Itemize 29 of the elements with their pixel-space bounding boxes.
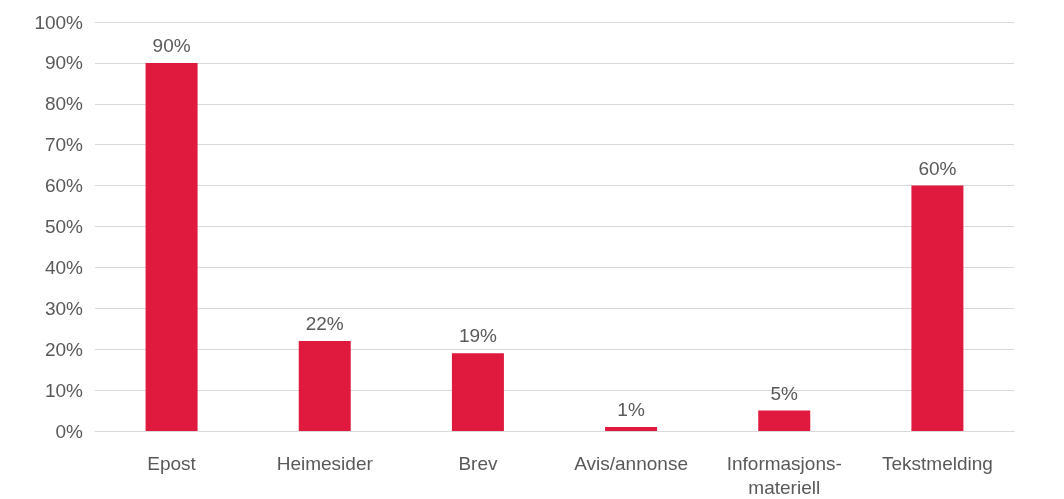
bar (758, 410, 811, 431)
bar (605, 426, 658, 431)
data-label: 90% (152, 34, 191, 56)
y-tick-label: 80% (44, 93, 84, 115)
x-tick-label: Informasjons- materiell (726, 452, 842, 498)
y-tick-label: 20% (44, 338, 84, 360)
y-tick-label: 70% (44, 134, 84, 156)
x-tick-label: Heimesider (276, 452, 374, 474)
data-label: 60% (918, 157, 957, 179)
y-tick-label: 0% (55, 420, 84, 442)
data-label: 19% (458, 325, 498, 347)
y-tick-label: 60% (44, 175, 84, 197)
bar (145, 62, 198, 431)
y-tick-label: 40% (44, 256, 84, 278)
y-tick-label: 100% (34, 11, 84, 33)
bar (911, 185, 964, 431)
x-tick-label: Brev (458, 452, 498, 474)
x-tick-label: Avis/annonse (574, 452, 688, 474)
data-label: 5% (770, 382, 799, 404)
x-tick-label: Epost (147, 452, 197, 474)
y-tick-label: 50% (44, 216, 84, 237)
y-tick-label: 10% (44, 379, 84, 401)
data-label: 1% (617, 398, 645, 420)
data-label: 22% (305, 313, 344, 335)
bar (298, 341, 351, 431)
y-tick-label: 90% (44, 52, 84, 74)
y-tick-label: 30% (44, 297, 84, 319)
bar (451, 353, 504, 431)
x-tick-label: Tekstmelding (881, 452, 993, 474)
